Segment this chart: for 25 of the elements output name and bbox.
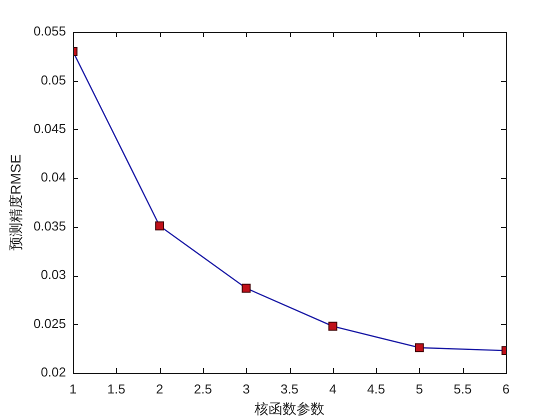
point — [328, 322, 338, 331]
y-tick-label: 0.04 — [40, 170, 66, 185]
y-axis-title: 预测精度RMSE — [7, 154, 24, 251]
x-tick-label: 4.5 — [367, 381, 386, 396]
x-tick-label: 3.5 — [280, 381, 299, 396]
x-tick-label: 2.5 — [194, 381, 212, 396]
x-tick-label: 2 — [156, 381, 164, 396]
x-tick-label: 1.5 — [107, 381, 126, 396]
point — [155, 221, 164, 230]
point — [242, 284, 251, 293]
x-tick-label: 1 — [69, 381, 77, 396]
y-tick-label: 0.025 — [33, 316, 66, 331]
y-tick-label: 0.02 — [40, 364, 66, 380]
y-tick-label: 0.055 — [33, 24, 66, 39]
x-tick-label: 5 — [416, 381, 424, 396]
x-tick-label: 4 — [329, 381, 336, 396]
x-axis-title: 核函数参数 — [254, 400, 324, 416]
x-tick-label: 6 — [502, 381, 510, 396]
y-tick-label: 0.03 — [40, 267, 66, 282]
y-tick-label: 0.05 — [40, 72, 66, 88]
point — [414, 343, 424, 352]
y-tick-label: 0.035 — [33, 218, 66, 234]
x-tick-label: 5.5 — [454, 381, 472, 396]
y-tick-label: 0.045 — [33, 121, 66, 136]
x-tick-label: 3 — [242, 381, 250, 396]
